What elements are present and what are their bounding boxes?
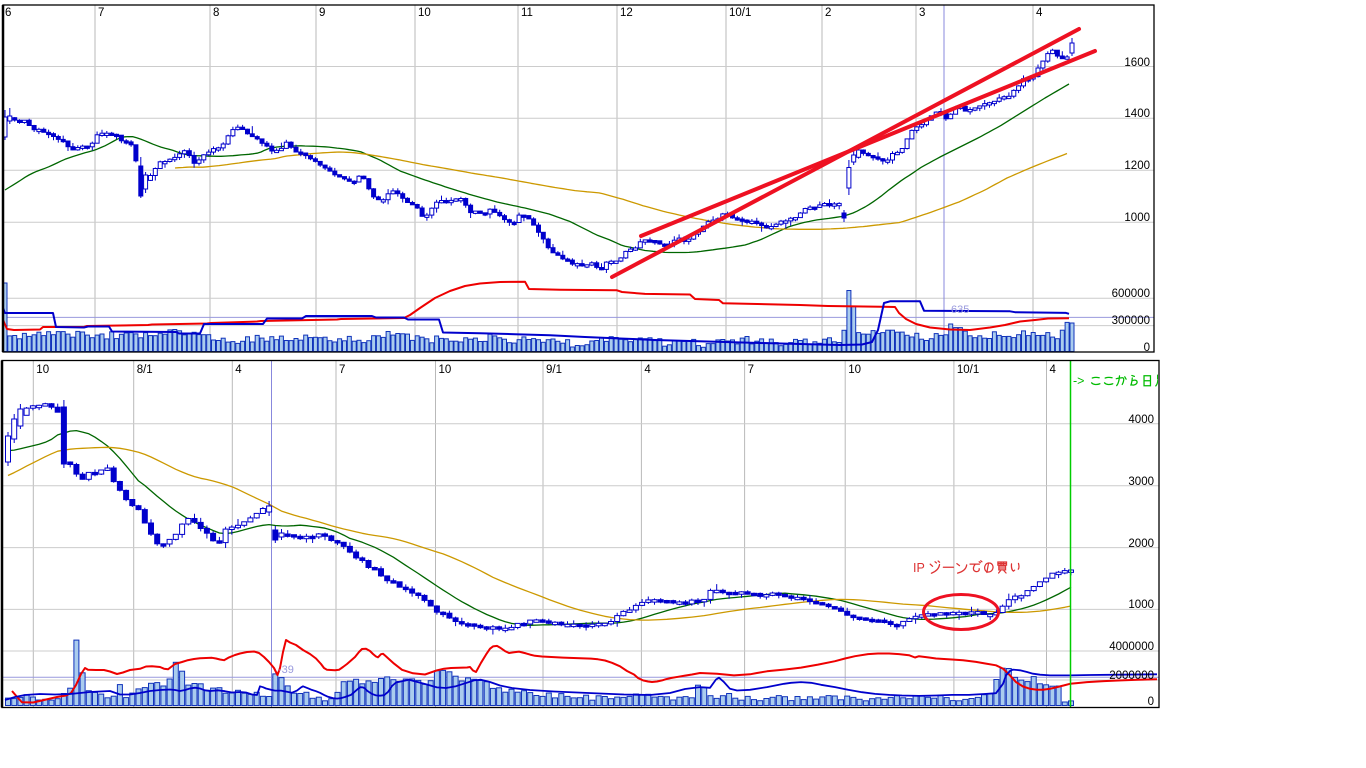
svg-text:300000: 300000	[1112, 315, 1150, 327]
svg-text:4: 4	[644, 364, 651, 376]
svg-text:7: 7	[748, 364, 754, 376]
svg-text:10: 10	[848, 364, 861, 376]
svg-text:2: 2	[825, 7, 831, 19]
svg-text:10: 10	[418, 7, 431, 19]
svg-text:4000000: 4000000	[1109, 641, 1154, 653]
svg-text:6: 6	[5, 7, 11, 19]
svg-text:4000: 4000	[1128, 414, 1154, 426]
svg-text:8/1: 8/1	[137, 364, 153, 376]
svg-text:7: 7	[339, 364, 345, 376]
svg-text:10/1: 10/1	[729, 7, 751, 19]
svg-text:10/1: 10/1	[957, 364, 979, 376]
svg-text:4: 4	[235, 364, 242, 376]
svg-text:IP: IP	[913, 561, 925, 575]
svg-text:10: 10	[36, 364, 49, 376]
svg-text:1600: 1600	[1124, 57, 1150, 69]
svg-text:8: 8	[213, 7, 219, 19]
svg-text:2000000: 2000000	[1109, 670, 1154, 682]
svg-text:1400: 1400	[1124, 108, 1150, 120]
svg-text:-39: -39	[278, 664, 294, 676]
svg-text:0: 0	[1148, 696, 1154, 708]
svg-text:3000: 3000	[1128, 476, 1154, 488]
svg-text:->: ->	[1073, 374, 1084, 388]
svg-text:600000: 600000	[1112, 288, 1150, 300]
svg-text:12: 12	[620, 7, 633, 19]
svg-text:635: 635	[951, 304, 969, 316]
svg-text:7: 7	[98, 7, 104, 19]
svg-text:1200: 1200	[1124, 160, 1150, 172]
svg-text:0: 0	[1144, 342, 1150, 354]
svg-text:10: 10	[439, 364, 452, 376]
svg-text:3: 3	[919, 7, 925, 19]
svg-text:11: 11	[521, 7, 533, 19]
svg-text:4: 4	[1050, 364, 1057, 376]
svg-text:1000: 1000	[1124, 212, 1150, 224]
svg-text:4: 4	[1036, 7, 1043, 19]
svg-text:9: 9	[319, 7, 325, 19]
svg-text:2000: 2000	[1128, 538, 1154, 550]
svg-text:9/1: 9/1	[546, 364, 562, 376]
svg-text:1000: 1000	[1128, 599, 1154, 611]
